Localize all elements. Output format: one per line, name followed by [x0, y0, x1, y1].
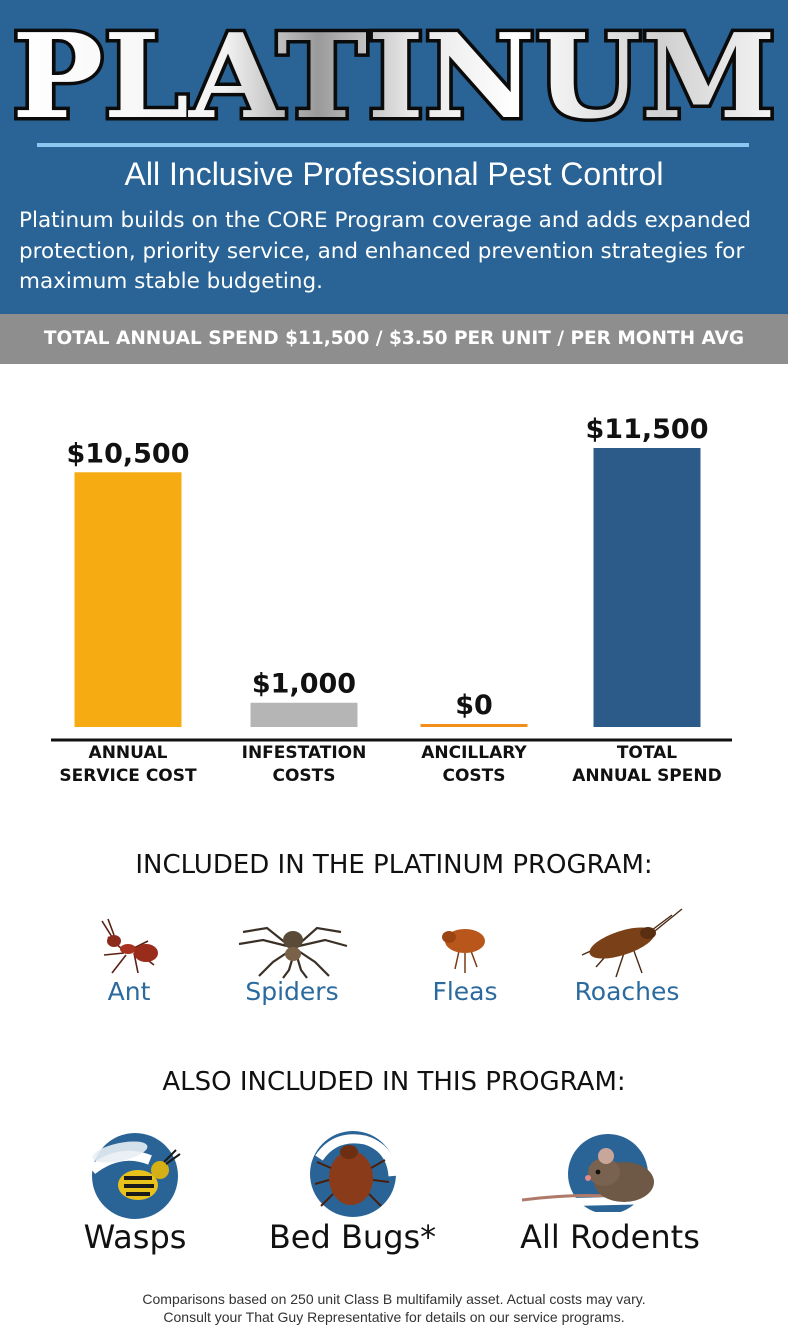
- bar-value-label-1: $1,000: [252, 669, 356, 700]
- subtitle: All Inclusive Professional Pest Control: [124, 156, 664, 192]
- pest-item-roaches: Roaches: [542, 905, 712, 1015]
- ant-icon: [101, 918, 158, 974]
- category-label-3-1: ANNUAL SPEND: [572, 766, 721, 786]
- title-logo: PLATINUM: [9, 6, 780, 141]
- pest-label-all-rodents: All Rodents: [520, 1218, 700, 1256]
- footnote-line-1: Comparisons based on 250 unit Class B mu…: [142, 1291, 646, 1307]
- spider-icon: [238, 926, 348, 979]
- pest-item-fleas: Fleas: [380, 905, 550, 1015]
- intro-text: Platinum builds on the CORE Program cove…: [19, 208, 752, 294]
- bar-1: [250, 702, 358, 727]
- footnote-line-2: Consult your That Guy Representative for…: [163, 1309, 625, 1325]
- pest-label-bed-bugs: Bed Bugs*: [268, 1218, 437, 1256]
- bed-bug-icon: [310, 1131, 398, 1217]
- pest-label-fleas: Fleas: [432, 977, 498, 1006]
- bar-2: [420, 724, 528, 727]
- category-label-2-1: COSTS: [442, 766, 505, 786]
- bar-0: [74, 472, 182, 727]
- category-label-0-1: SERVICE COST: [59, 766, 197, 786]
- pest-item-spiders: Spiders: [207, 905, 377, 1015]
- title-divider: [37, 143, 749, 147]
- category-label-1-1: COSTS: [272, 766, 335, 786]
- header-panel: [0, 0, 788, 314]
- also-included-heading: ALSO INCLUDED IN THIS PROGRAM:: [162, 1067, 626, 1097]
- bar-value-label-3: $11,500: [586, 414, 709, 445]
- category-label-2-0: ANCILLARY: [421, 743, 527, 763]
- bar-value-label-0: $10,500: [67, 438, 190, 469]
- pest-label-ant: Ant: [107, 977, 151, 1006]
- category-label-0-0: ANNUAL: [89, 743, 168, 763]
- flea-icon: [442, 929, 485, 973]
- included-heading: INCLUDED IN THE PLATINUM PROGRAM:: [135, 850, 653, 880]
- pest-item-ant: Ant: [44, 905, 214, 1015]
- page-title: PLATINUM: [12, 9, 776, 140]
- wasp-icon: [88, 1133, 181, 1219]
- pest-label-wasps: Wasps: [83, 1218, 187, 1256]
- cost-bar-chart: $10,500 ANNUAL SERVICE COST $1,000 INFESTATI…: [51, 414, 732, 786]
- roach-icon: [581, 908, 683, 978]
- footnote: Comparisons based on 250 unit Class B mu…: [0, 1290, 788, 1326]
- category-label-3-0: TOTAL: [617, 743, 677, 763]
- bar-3: [593, 448, 701, 727]
- mouse-icon: [521, 1134, 661, 1212]
- spend-banner: TOTAL ANNUAL SPEND $11,500 / $3.50 PER U…: [0, 314, 788, 364]
- pest-label-roaches: Roaches: [574, 977, 680, 1006]
- category-label-1-0: INFESTATION: [242, 743, 367, 763]
- bar-value-label-2: $0: [455, 690, 493, 721]
- pest-label-spiders: Spiders: [245, 977, 339, 1006]
